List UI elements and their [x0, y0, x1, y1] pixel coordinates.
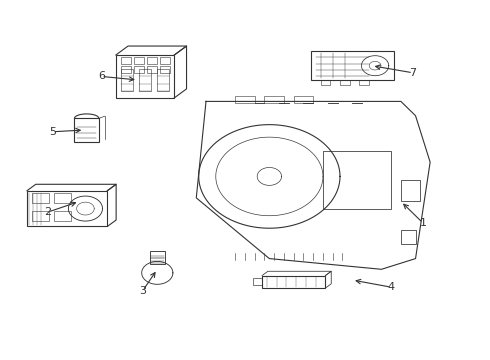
Bar [150, 251, 165, 264]
Bar [121, 58, 130, 64]
Bar [121, 69, 133, 91]
Text: 2: 2 [44, 207, 51, 217]
Bar [32, 193, 49, 203]
Bar [27, 191, 107, 226]
Bar [160, 58, 170, 64]
Bar [116, 55, 174, 98]
Bar [121, 66, 130, 73]
Bar [311, 51, 393, 80]
Bar [320, 80, 330, 85]
Bar [401, 230, 416, 244]
Bar [54, 211, 71, 221]
Bar [360, 80, 369, 85]
Bar [147, 66, 157, 73]
Bar [157, 69, 169, 91]
Bar [253, 278, 262, 285]
Bar [340, 80, 350, 85]
Text: 1: 1 [419, 218, 426, 228]
Bar [147, 58, 157, 64]
Bar [74, 118, 99, 141]
Text: 7: 7 [410, 68, 416, 78]
Text: 4: 4 [388, 282, 395, 292]
Text: 3: 3 [139, 286, 146, 296]
Bar [294, 96, 313, 103]
Bar [401, 180, 420, 202]
Bar [32, 211, 49, 221]
Bar [134, 58, 144, 64]
Bar [139, 69, 151, 91]
Bar [54, 193, 71, 203]
Bar [323, 152, 391, 208]
Bar [262, 275, 325, 288]
Bar [265, 96, 284, 103]
Text: 5: 5 [49, 127, 56, 137]
Bar [134, 66, 144, 73]
Bar [235, 96, 255, 103]
Text: 6: 6 [98, 71, 105, 81]
Bar [160, 66, 170, 73]
